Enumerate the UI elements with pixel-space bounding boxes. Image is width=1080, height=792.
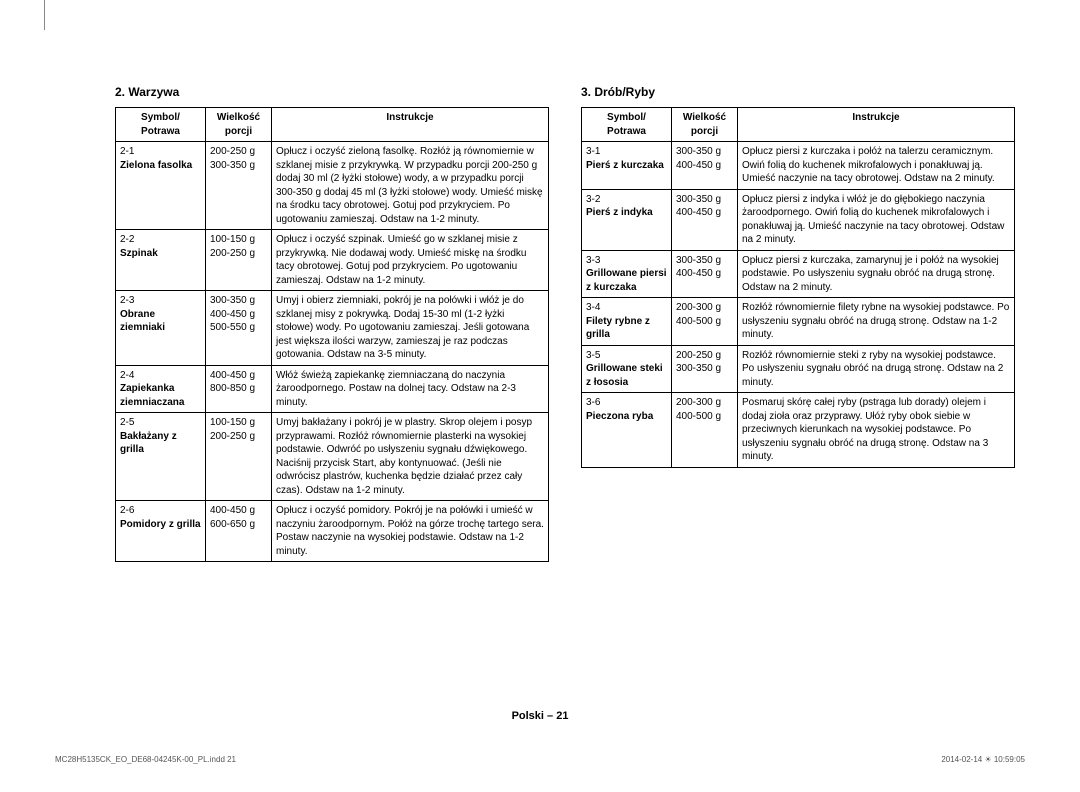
cell-size: 300-350 g400-450 g — [672, 142, 738, 190]
tbody-warzywa: 2-1Zielona fasolka200-250 g300-350 gOpłu… — [116, 142, 549, 562]
table-drob-ryby: Symbol/Potrawa Wielkośćporcji Instrukcje… — [581, 107, 1015, 468]
table-row: 2-4Zapiekanka ziemniaczana400-450 g800-8… — [116, 365, 549, 413]
cell-symbol: 3-5Grillowane steki z łososia — [582, 345, 672, 393]
cell-instr: Opłucz piersi z kurczaka i połóż na tale… — [738, 142, 1015, 190]
cell-size: 300-350 g400-450 g500-550 g — [206, 291, 272, 366]
cell-symbol: 3-4Filety rybne z grilla — [582, 298, 672, 346]
cell-size: 200-250 g300-350 g — [206, 142, 272, 230]
cell-size: 200-300 g400-500 g — [672, 298, 738, 346]
cell-instr: Opłucz piersi z kurczaka, zamarynuj je i… — [738, 250, 1015, 298]
cell-symbol: 2-6Pomidory z grilla — [116, 501, 206, 562]
cell-instr: Rozłóż równomiernie steki z ryby na wyso… — [738, 345, 1015, 393]
cell-instr: Opłucz piersi z indyka i włóż je do głęb… — [738, 189, 1015, 250]
table-row: 3-4Filety rybne z grilla200-300 g400-500… — [582, 298, 1015, 346]
table-row: 2-2Szpinak100-150 g200-250 gOpłucz i ocz… — [116, 230, 549, 291]
table-row: 3-5Grillowane steki z łososia200-250 g30… — [582, 345, 1015, 393]
cell-size: 400-450 g800-850 g — [206, 365, 272, 413]
section-title-2: 3. Drób/Ryby — [581, 85, 1015, 99]
cell-size: 300-350 g400-450 g — [672, 189, 738, 250]
table-row: 2-5Bakłażany z grilla100-150 g200-250 gU… — [116, 413, 549, 501]
cell-size: 400-450 g600-650 g — [206, 501, 272, 562]
footer-left: MC28H5135CK_EO_DE68-04245K-00_PL.indd 21 — [55, 755, 236, 764]
table-row: 2-1Zielona fasolka200-250 g300-350 gOpłu… — [116, 142, 549, 230]
column-right: 3. Drób/Ryby Symbol/Potrawa Wielkośćporc… — [581, 85, 1015, 562]
cell-instr: Opłucz i oczyść zieloną fasolkę. Rozłóż … — [272, 142, 549, 230]
footer-right: 2014-02-14 ☀ 10:59:05 — [941, 755, 1025, 764]
cell-symbol: 2-1Zielona fasolka — [116, 142, 206, 230]
th-symbol: Symbol/Potrawa — [582, 108, 672, 142]
cell-size: 300-350 g400-450 g — [672, 250, 738, 298]
cell-symbol: 3-2Pierś z indyka — [582, 189, 672, 250]
cell-instr: Umyj i obierz ziemniaki, pokrój je na po… — [272, 291, 549, 366]
cell-symbol: 3-3Grillowane piersi z kurczaka — [582, 250, 672, 298]
table-row: 3-3Grillowane piersi z kurczaka300-350 g… — [582, 250, 1015, 298]
cell-symbol: 2-5Bakłażany z grilla — [116, 413, 206, 501]
cell-size: 100-150 g200-250 g — [206, 413, 272, 501]
th-symbol: Symbol/Potrawa — [116, 108, 206, 142]
cell-size: 200-300 g400-500 g — [672, 393, 738, 468]
th-size: Wielkośćporcji — [672, 108, 738, 142]
th-size: Wielkośćporcji — [206, 108, 272, 142]
th-instr: Instrukcje — [272, 108, 549, 142]
table-row: 2-6Pomidory z grilla400-450 g600-650 gOp… — [116, 501, 549, 562]
cell-size: 200-250 g300-350 g — [672, 345, 738, 393]
cell-instr: Umyj bakłażany i pokrój je w plastry. Sk… — [272, 413, 549, 501]
cell-instr: Opłucz i oczyść pomidory. Pokrój je na p… — [272, 501, 549, 562]
table-row: 3-6Pieczona ryba200-300 g400-500 gPosmar… — [582, 393, 1015, 468]
page-footer: Polski – 21 — [0, 710, 1080, 722]
page-content: 2. Warzywa Symbol/Potrawa Wielkośćporcji… — [115, 85, 1015, 562]
cell-instr: Włóż świeżą zapiekankę ziemniaczaną do n… — [272, 365, 549, 413]
margin-line — [44, 0, 45, 30]
cell-symbol: 2-2Szpinak — [116, 230, 206, 291]
column-left: 2. Warzywa Symbol/Potrawa Wielkośćporcji… — [115, 85, 549, 562]
cell-symbol: 2-3Obrane ziemniaki — [116, 291, 206, 366]
table-header-row: Symbol/Potrawa Wielkośćporcji Instrukcje — [116, 108, 549, 142]
table-row: 2-3Obrane ziemniaki300-350 g400-450 g500… — [116, 291, 549, 366]
cell-size: 100-150 g200-250 g — [206, 230, 272, 291]
table-row: 3-2Pierś z indyka300-350 g400-450 gOpłuc… — [582, 189, 1015, 250]
section-title-1: 2. Warzywa — [115, 85, 549, 99]
tbody-drob-ryby: 3-1Pierś z kurczaka300-350 g400-450 gOpł… — [582, 142, 1015, 468]
cell-symbol: 2-4Zapiekanka ziemniaczana — [116, 365, 206, 413]
cell-instr: Rozłóż równomiernie filety rybne na wyso… — [738, 298, 1015, 346]
cell-symbol: 3-1Pierś z kurczaka — [582, 142, 672, 190]
th-instr: Instrukcje — [738, 108, 1015, 142]
cell-instr: Opłucz i oczyść szpinak. Umieść go w szk… — [272, 230, 549, 291]
table-warzywa: Symbol/Potrawa Wielkośćporcji Instrukcje… — [115, 107, 549, 562]
cell-symbol: 3-6Pieczona ryba — [582, 393, 672, 468]
cell-instr: Posmaruj skórę całej ryby (pstrąga lub d… — [738, 393, 1015, 468]
table-row: 3-1Pierś z kurczaka300-350 g400-450 gOpł… — [582, 142, 1015, 190]
table-header-row: Symbol/Potrawa Wielkośćporcji Instrukcje — [582, 108, 1015, 142]
